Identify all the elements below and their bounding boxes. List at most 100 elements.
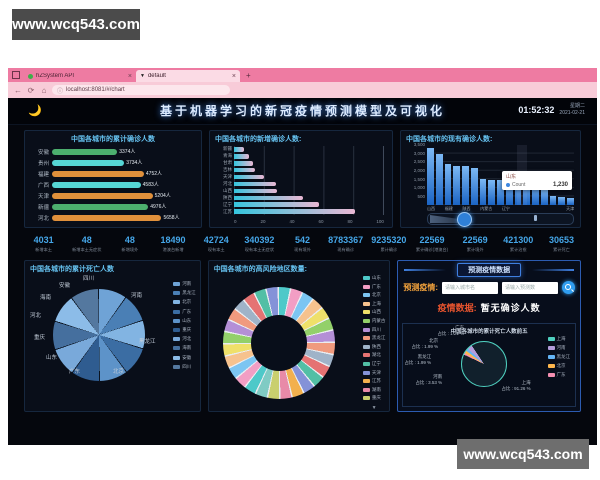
bar-row: 新疆 4976人 (30, 201, 196, 212)
bar-track: 4752人 (52, 170, 196, 177)
legend-swatch (362, 353, 370, 358)
chart-title: 中国各城市的累计死亡人数 (30, 266, 114, 273)
legend-label: 河南 (556, 345, 566, 350)
legend-item[interactable]: 湖南 (362, 387, 386, 393)
result-label: 疫情数据: (437, 303, 477, 313)
stat-item: 8783367 现有确诊 (324, 235, 367, 253)
stat-item: 9235320 累计确诊 (367, 235, 410, 253)
bar-track: 5204人 (52, 192, 196, 199)
legend-item[interactable]: 北京 (362, 292, 386, 298)
legend-item[interactable]: 广东 (173, 309, 196, 315)
legend-item[interactable]: 安徽 (173, 355, 196, 361)
city-input[interactable] (442, 281, 498, 294)
window-icon[interactable] (12, 71, 20, 79)
bar-chart[interactable] (234, 146, 384, 215)
pie-chart[interactable] (461, 341, 508, 387)
back-icon[interactable]: ← (14, 85, 22, 95)
bar (234, 161, 254, 166)
bar (567, 197, 575, 205)
legend-item[interactable]: 天津 (362, 370, 386, 376)
legend-item[interactable]: 四川 (362, 327, 386, 333)
pie-callout-label: 黑龙江 (139, 339, 156, 345)
legend-item[interactable]: 湖北 (362, 352, 386, 358)
weekday: 星期二 (569, 103, 585, 109)
legend-item[interactable]: 海南 (173, 345, 196, 351)
tab-hzsystem-api[interactable]: hZSystem API × (24, 70, 136, 82)
legend-item[interactable]: 黑龙江 (173, 290, 196, 296)
bar-value-label: 3734人 (126, 160, 143, 166)
donut-chart[interactable] (222, 287, 335, 399)
datazoom-handle-right[interactable] (533, 215, 537, 221)
legend-label: 北京 (371, 292, 381, 298)
legend-item[interactable]: 北京 (173, 299, 196, 305)
datazoom-handle-left[interactable] (457, 212, 472, 227)
callout-percent: 占比 : 91.26 % (501, 385, 531, 391)
legend-item[interactable]: 河南 (547, 345, 571, 351)
stat-value: 30653 (548, 235, 574, 245)
stat-label: 新增本土 (35, 247, 52, 252)
legend-item[interactable]: 北京 (547, 363, 571, 369)
legend-item[interactable]: 上海 (547, 336, 571, 342)
legend-label: 江苏 (371, 378, 381, 384)
legend-item[interactable]: 河北 (173, 336, 196, 342)
bar-row (234, 187, 383, 194)
legend-item[interactable]: 重庆 (362, 395, 386, 401)
legend-item[interactable]: 黑龙江 (362, 335, 385, 341)
pie-callout-label: 黑龙江 占比 : 1.99 % (404, 354, 431, 366)
series-dot-icon (506, 182, 510, 187)
legend-swatch (362, 284, 370, 289)
refresh-icon[interactable]: ⟳ (27, 85, 35, 95)
chart-title: 中国各城市的累计死亡人数前五 (450, 329, 528, 335)
bar (427, 148, 434, 205)
home-icon[interactable]: ⌂ (41, 85, 47, 95)
new-tab-button[interactable]: + (246, 71, 251, 80)
legend-item[interactable]: 重庆 (173, 327, 196, 333)
bar (514, 181, 522, 205)
x-axis-label (535, 206, 541, 213)
prediction-label: 预测疫情: (403, 283, 438, 292)
legend-item[interactable]: 黑龙江 (547, 354, 570, 360)
bar-row: 河北 5658人 (30, 212, 196, 223)
legend-swatch (547, 355, 555, 359)
stat-label: 现有本土 (207, 247, 225, 252)
bar-row (234, 194, 383, 201)
pie-chart[interactable] (53, 289, 145, 381)
legend-scroll-icon[interactable]: ▼ (371, 404, 377, 411)
bar-row (234, 160, 383, 167)
legend-item[interactable]: 内蒙古 (362, 317, 386, 324)
legend-swatch (362, 336, 370, 341)
bar-chart[interactable]: 安徽 3374人 贵州 3734人 福建 4752人 广西 4583人 天津 5204人 新疆 497… (25, 145, 201, 223)
legend-item[interactable]: 四川 (173, 364, 196, 370)
bar-category-label: 河北 (37, 215, 49, 222)
legend-item[interactable]: 江苏 (362, 378, 386, 384)
tab-default[interactable]: ▼ default × (136, 70, 240, 82)
legend-label: 内蒙古 (371, 317, 386, 323)
stat-value: 48 (81, 235, 92, 245)
moon-icon[interactable]: 🌙 (28, 105, 42, 117)
site-info-icon[interactable]: ⓘ (57, 88, 64, 95)
tab-close-icon[interactable]: × (231, 72, 236, 80)
legend-item[interactable]: 山东 (362, 275, 386, 281)
legend-item[interactable]: 山东 (173, 318, 196, 324)
legend-item[interactable]: 河南 (173, 281, 196, 287)
legend-item[interactable]: 山西 (362, 309, 386, 315)
chart-title: 中国各城市的新增确诊人数: (215, 136, 302, 143)
legend-item[interactable]: 广东 (547, 372, 571, 378)
predict-count-input[interactable] (502, 281, 558, 294)
legend-item[interactable]: 广东 (362, 284, 386, 290)
legend-item[interactable]: 上海 (362, 301, 386, 307)
legend-item[interactable]: 辽宁 (362, 361, 386, 367)
legend-swatch (362, 387, 370, 392)
legend-item[interactable]: 陕西 (362, 343, 386, 350)
datazoom-slider[interactable] (427, 212, 574, 227)
stat-value: 8783367 (328, 235, 364, 245)
tab-close-icon[interactable]: × (127, 72, 132, 80)
search-button[interactable] (562, 281, 575, 294)
legend-label: 山东 (371, 275, 381, 280)
dashboard: 🌙 基于机器学习的新冠疫情预测模型及可视化 01:52:32 星期二 2021-… (8, 98, 597, 445)
address-bar[interactable]: ⓘ localhost:8081/#/chart (52, 85, 230, 95)
legend-label: 陕西 (371, 343, 381, 349)
stat-value: 4031 (33, 235, 54, 245)
bar-track: 4583人 (52, 181, 196, 188)
legend-label: 黑龙江 (182, 290, 196, 296)
